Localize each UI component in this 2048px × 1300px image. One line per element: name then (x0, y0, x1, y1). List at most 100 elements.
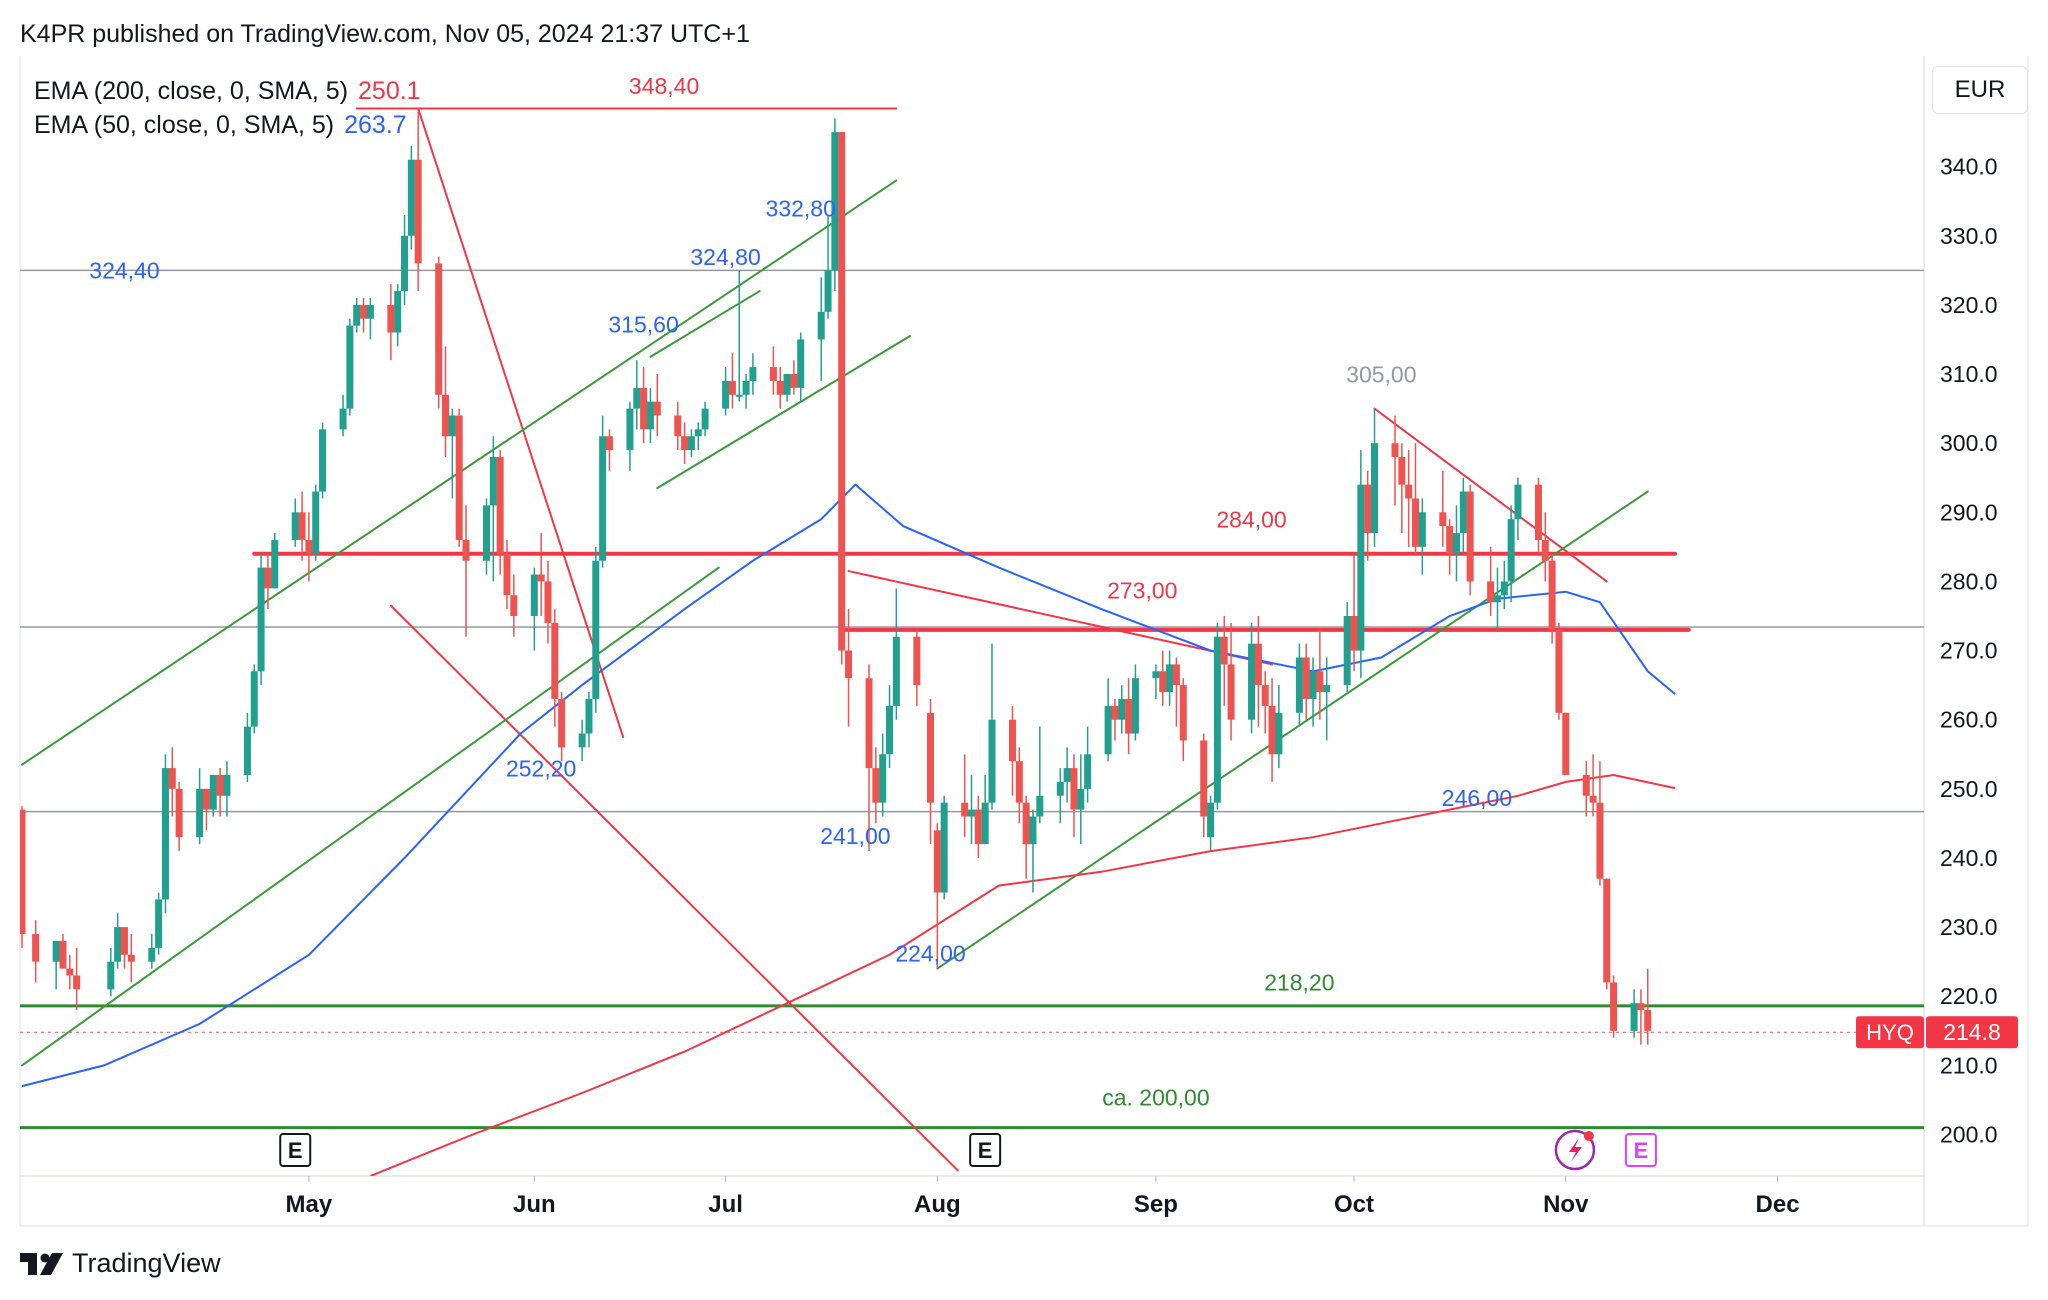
candle-body (1357, 484, 1365, 651)
legend-ema50-label: EMA (50, close, 0, SMA, 5) (34, 111, 335, 139)
candle-body (1610, 982, 1618, 1031)
trend-line (1373, 407, 1608, 583)
y-tick-label: 270.0 (1940, 638, 1998, 664)
candle-body (1056, 781, 1064, 796)
footer-brand[interactable]: TradingView (20, 1248, 221, 1279)
candle-body (216, 775, 224, 796)
candle-body (1637, 1003, 1645, 1011)
tradingview-logo-icon (20, 1252, 63, 1275)
candle-body (483, 505, 490, 561)
candle-body (585, 698, 593, 734)
candle-body (1179, 685, 1187, 741)
candle-body (435, 263, 443, 395)
candle-body (1562, 712, 1570, 776)
candle-body (175, 788, 183, 838)
candle-body (735, 394, 743, 397)
candle-body (646, 401, 654, 430)
x-tick-label: Oct (1334, 1191, 1374, 1218)
candle-body (722, 380, 730, 409)
candle-body (1131, 678, 1139, 734)
candle-body (1125, 698, 1133, 734)
candle-body (312, 491, 320, 554)
candle-body (1459, 491, 1467, 534)
candle-body (59, 940, 67, 969)
candle-body (257, 567, 265, 672)
last-price-label-bg (1926, 1016, 2018, 1049)
candle-body (687, 436, 695, 451)
candle-body (1548, 560, 1556, 630)
candle-body (1644, 1010, 1652, 1031)
candle-body (196, 788, 204, 838)
candle-body (551, 622, 559, 699)
trend-line (21, 566, 720, 1067)
earnings-marker (279, 1133, 312, 1167)
candle-body (448, 415, 456, 437)
candle-body (442, 394, 450, 437)
candle-body (1029, 816, 1037, 845)
candle-body (161, 768, 169, 900)
candle-body (243, 726, 251, 776)
x-tick-label: Jul (708, 1191, 743, 1218)
trend-line (847, 570, 1274, 666)
candle-body (728, 380, 736, 395)
currency-button[interactable]: EUR (1932, 66, 2028, 114)
candle-body (1220, 636, 1228, 665)
candle-body (558, 698, 566, 748)
y-tick-label: 340.0 (1940, 154, 1998, 180)
y-tick-label: 250.0 (1940, 776, 1998, 802)
candle-body (1487, 581, 1495, 603)
candle-body (510, 595, 518, 616)
candle-body (1268, 705, 1276, 755)
candle-body (503, 553, 511, 596)
y-tick-label: 330.0 (1940, 223, 1998, 249)
y-tick-label: 200.0 (1940, 1122, 1998, 1148)
candle-body (537, 574, 545, 582)
candle-body (339, 408, 347, 430)
candle-body (1302, 657, 1310, 699)
earnings-marker-label: E (978, 1138, 993, 1163)
price-annotation: 224,00 (895, 941, 965, 967)
candle-body (346, 325, 354, 409)
candle-body (387, 304, 395, 333)
y-tick-label: 230.0 (1940, 914, 1998, 940)
candle-body (530, 574, 538, 616)
candle-body (967, 809, 975, 817)
legend-ema200[interactable]: EMA (200, close, 0, SMA, 5) 250.1 (34, 74, 421, 108)
candle-body (742, 380, 750, 395)
candle-body (73, 975, 81, 990)
candle-body (1603, 878, 1611, 983)
y-tick-label: 280.0 (1940, 568, 1998, 594)
candle-body (462, 539, 470, 561)
candle-body (1439, 512, 1447, 527)
y-tick-label: 290.0 (1940, 499, 1998, 525)
legend-ema50[interactable]: EMA (50, close, 0, SMA, 5) 263.7 (34, 108, 421, 142)
candle-body (120, 927, 128, 955)
earnings-marker-upcoming (1624, 1133, 1657, 1167)
candle-body (394, 291, 402, 333)
x-tick-label: Nov (1543, 1191, 1589, 1218)
candle-body (1418, 512, 1426, 547)
legend-ema200-value: 250.1 (358, 77, 421, 105)
candle-body (1555, 629, 1563, 713)
candle-body (940, 802, 948, 893)
candle-body (264, 567, 272, 589)
candle-body (401, 235, 409, 292)
candle-body (271, 539, 279, 589)
candle-body (913, 636, 921, 686)
candle-body (407, 159, 415, 236)
candle-body (1596, 802, 1604, 879)
candle-body (1118, 698, 1126, 720)
candle-body (1295, 657, 1303, 713)
candle-body (578, 733, 586, 748)
candle-body (1405, 484, 1413, 499)
trend-line (936, 490, 1649, 970)
candle-body (592, 560, 600, 699)
candle-body (66, 968, 74, 976)
candle-body (1452, 533, 1460, 554)
lightning-icon (1568, 1138, 1582, 1162)
candle-body (599, 436, 607, 561)
candle-body (701, 408, 709, 430)
candle-body (1248, 643, 1256, 720)
candle-body (1063, 768, 1071, 782)
